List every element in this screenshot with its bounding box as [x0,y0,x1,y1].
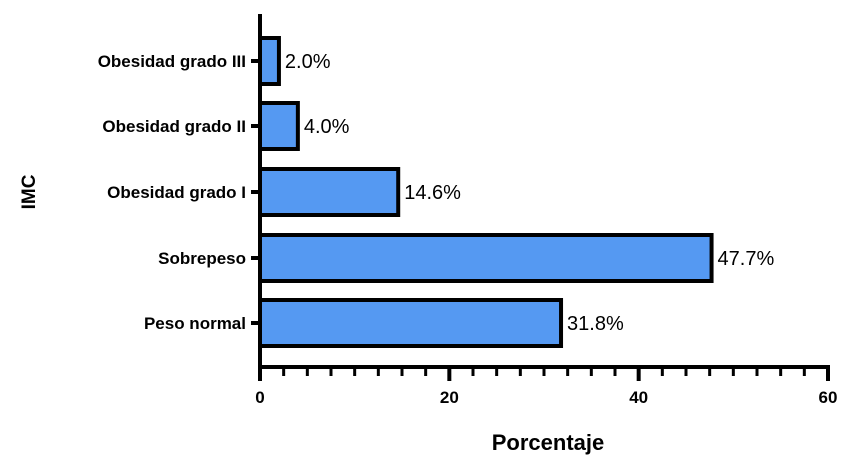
data-label-obesidad-grado-ii: 4.0% [304,116,350,138]
category-label-obesidad-grado-i: Obesidad grado I [107,183,246,202]
bars-group [258,36,714,348]
category-label-peso-normal: Peso normal [144,314,246,333]
x-axis: 0 20 40 60 [255,365,838,407]
x-tick-label-60: 60 [819,388,838,407]
x-axis-title: Porcentaje [492,430,605,455]
y-axis: Peso normal Sobrepeso Obesidad grado I Obes… [98,14,262,369]
x-tick-label-0: 0 [255,388,264,407]
bar-obesidad-grado-i [258,167,401,217]
data-labels-group: 31.8% 47.7% 14.6% 4.0% 2.0% [285,51,775,335]
bar-peso-normal [258,298,564,348]
data-label-obesidad-grado-i: 14.6% [404,182,461,204]
category-label-sobrepeso: Sobrepeso [158,249,246,268]
data-label-obesidad-grado-iii: 2.0% [285,51,331,73]
bar-obesidad-grado-iii [258,36,281,86]
bar-sobrepeso [258,233,714,283]
category-label-obesidad-grado-ii: Obesidad grado II [102,117,246,136]
y-axis-title: IMC [19,174,40,209]
data-label-sobrepeso: 47.7% [718,248,775,270]
category-label-obesidad-grado-iii: Obesidad grado III [98,52,246,71]
bar-obesidad-grado-ii [258,101,300,151]
x-tick-label-20: 20 [440,388,459,407]
x-tick-label-40: 40 [629,388,648,407]
data-label-peso-normal: 31.8% [567,313,624,335]
